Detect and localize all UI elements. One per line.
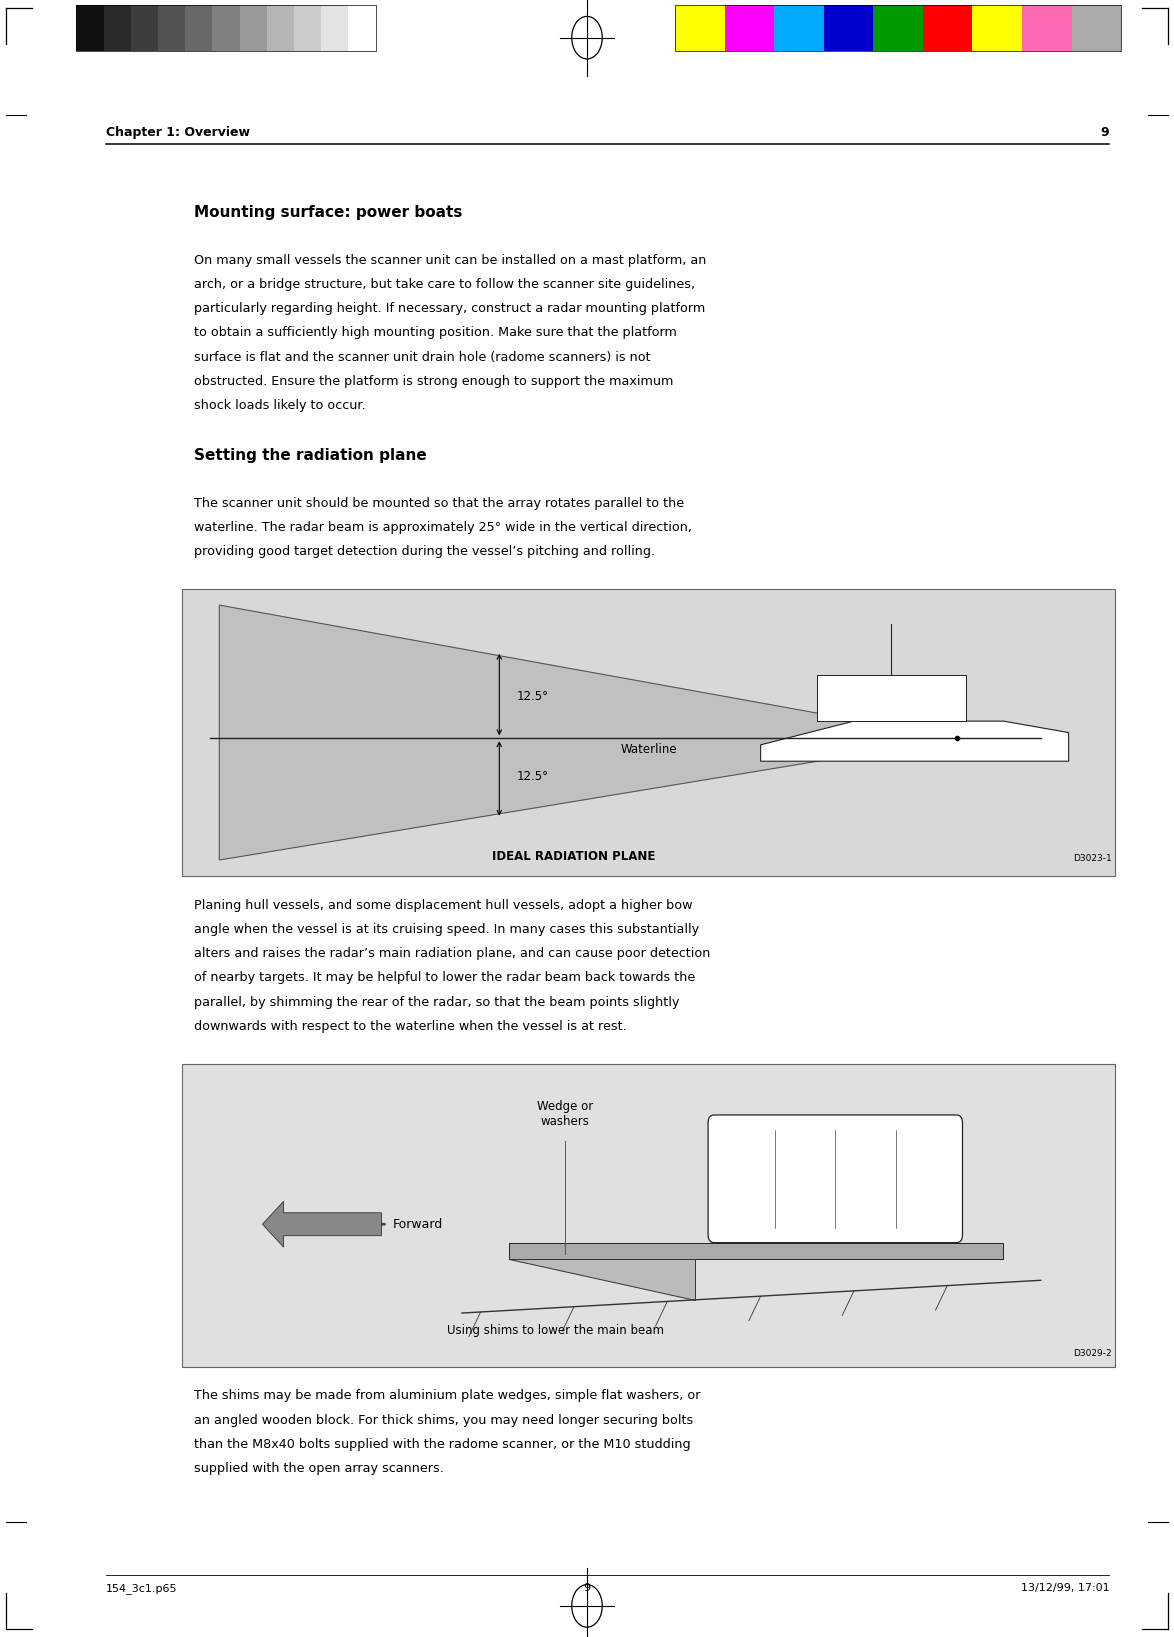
Bar — [873, 5, 923, 51]
Text: to obtain a sufficiently high mounting position. Make sure that the platform: to obtain a sufficiently high mounting p… — [194, 326, 676, 339]
Bar — [182, 589, 1115, 876]
Text: angle when the vessel is at its cruising speed. In many cases this substantially: angle when the vessel is at its cruising… — [194, 923, 699, 936]
Text: D3023-1: D3023-1 — [1073, 855, 1112, 863]
Bar — [1072, 5, 1121, 51]
Bar — [212, 5, 239, 51]
Text: The shims may be made from aluminium plate wedges, simple flat washers, or: The shims may be made from aluminium pla… — [194, 1390, 700, 1403]
Bar — [266, 5, 294, 51]
Text: providing good target detection during the vessel’s pitching and rolling.: providing good target detection during t… — [194, 545, 655, 558]
Bar — [508, 1242, 1004, 1259]
Text: Wedge or
washers: Wedge or washers — [537, 1100, 593, 1128]
Text: 154_3c1.p65: 154_3c1.p65 — [106, 1583, 177, 1594]
Bar — [185, 5, 212, 51]
Text: particularly regarding height. If necessary, construct a radar mounting platform: particularly regarding height. If necess… — [194, 303, 704, 316]
Text: Planing hull vessels, and some displacement hull vessels, adopt a higher bow: Planing hull vessels, and some displacem… — [194, 899, 693, 912]
Text: Using shims to lower the main beam: Using shims to lower the main beam — [447, 1324, 663, 1337]
Text: 13/12/99, 17:01: 13/12/99, 17:01 — [1021, 1583, 1109, 1593]
Text: obstructed. Ensure the platform is strong enough to support the maximum: obstructed. Ensure the platform is stron… — [194, 375, 673, 388]
Bar — [76, 5, 376, 51]
Text: Waterline: Waterline — [620, 743, 677, 756]
Bar — [923, 5, 972, 51]
Text: 12.5°: 12.5° — [517, 691, 549, 704]
Bar — [972, 5, 1023, 51]
Polygon shape — [508, 1259, 695, 1300]
Text: Mounting surface: power boats: Mounting surface: power boats — [194, 205, 463, 219]
Bar — [182, 1064, 1115, 1367]
Polygon shape — [761, 722, 1068, 761]
Text: parallel, by shimming the rear of the radar, so that the beam points slightly: parallel, by shimming the rear of the ra… — [194, 995, 679, 1008]
Polygon shape — [220, 606, 957, 859]
Bar — [1023, 5, 1072, 51]
Text: of nearby targets. It may be helpful to lower the radar beam back towards the: of nearby targets. It may be helpful to … — [194, 971, 695, 984]
Text: shock loads likely to occur.: shock loads likely to occur. — [194, 399, 365, 413]
Text: 9: 9 — [1101, 126, 1109, 139]
Bar — [322, 5, 349, 51]
Text: IDEAL RADIATION PLANE: IDEAL RADIATION PLANE — [492, 850, 655, 863]
Text: On many small vessels the scanner unit can be installed on a mast platform, an: On many small vessels the scanner unit c… — [194, 254, 706, 267]
Text: 9: 9 — [583, 1583, 591, 1593]
Text: alters and raises the radar’s main radiation plane, and can cause poor detection: alters and raises the radar’s main radia… — [194, 948, 710, 961]
Bar — [76, 5, 103, 51]
Text: Chapter 1: Overview: Chapter 1: Overview — [106, 126, 250, 139]
Text: Forward: Forward — [393, 1218, 444, 1231]
Bar — [817, 676, 966, 722]
Bar — [158, 5, 185, 51]
Text: D3029-2: D3029-2 — [1073, 1349, 1112, 1359]
Text: downwards with respect to the waterline when the vessel is at rest.: downwards with respect to the waterline … — [194, 1020, 627, 1033]
Bar — [675, 5, 724, 51]
Text: than the M8x40 bolts supplied with the radome scanner, or the M10 studding: than the M8x40 bolts supplied with the r… — [194, 1437, 690, 1450]
Bar — [130, 5, 158, 51]
Bar — [824, 5, 873, 51]
Text: 12.5°: 12.5° — [517, 769, 549, 782]
FancyArrow shape — [263, 1202, 382, 1247]
Bar — [239, 5, 266, 51]
Bar — [724, 5, 774, 51]
Text: waterline. The radar beam is approximately 25° wide in the vertical direction,: waterline. The radar beam is approximate… — [194, 521, 691, 534]
Bar — [675, 5, 1121, 51]
Text: arch, or a bridge structure, but take care to follow the scanner site guidelines: arch, or a bridge structure, but take ca… — [194, 278, 695, 291]
Text: an angled wooden block. For thick shims, you may need longer securing bolts: an angled wooden block. For thick shims,… — [194, 1414, 693, 1427]
FancyBboxPatch shape — [708, 1115, 963, 1242]
Text: surface is flat and the scanner unit drain hole (radome scanners) is not: surface is flat and the scanner unit dra… — [194, 350, 650, 363]
Text: Setting the radiation plane: Setting the radiation plane — [194, 449, 426, 463]
Bar — [103, 5, 130, 51]
Bar — [294, 5, 322, 51]
Text: supplied with the open array scanners.: supplied with the open array scanners. — [194, 1462, 444, 1475]
Text: The scanner unit should be mounted so that the array rotates parallel to the: The scanner unit should be mounted so th… — [194, 498, 683, 511]
Bar — [774, 5, 824, 51]
Bar — [349, 5, 376, 51]
